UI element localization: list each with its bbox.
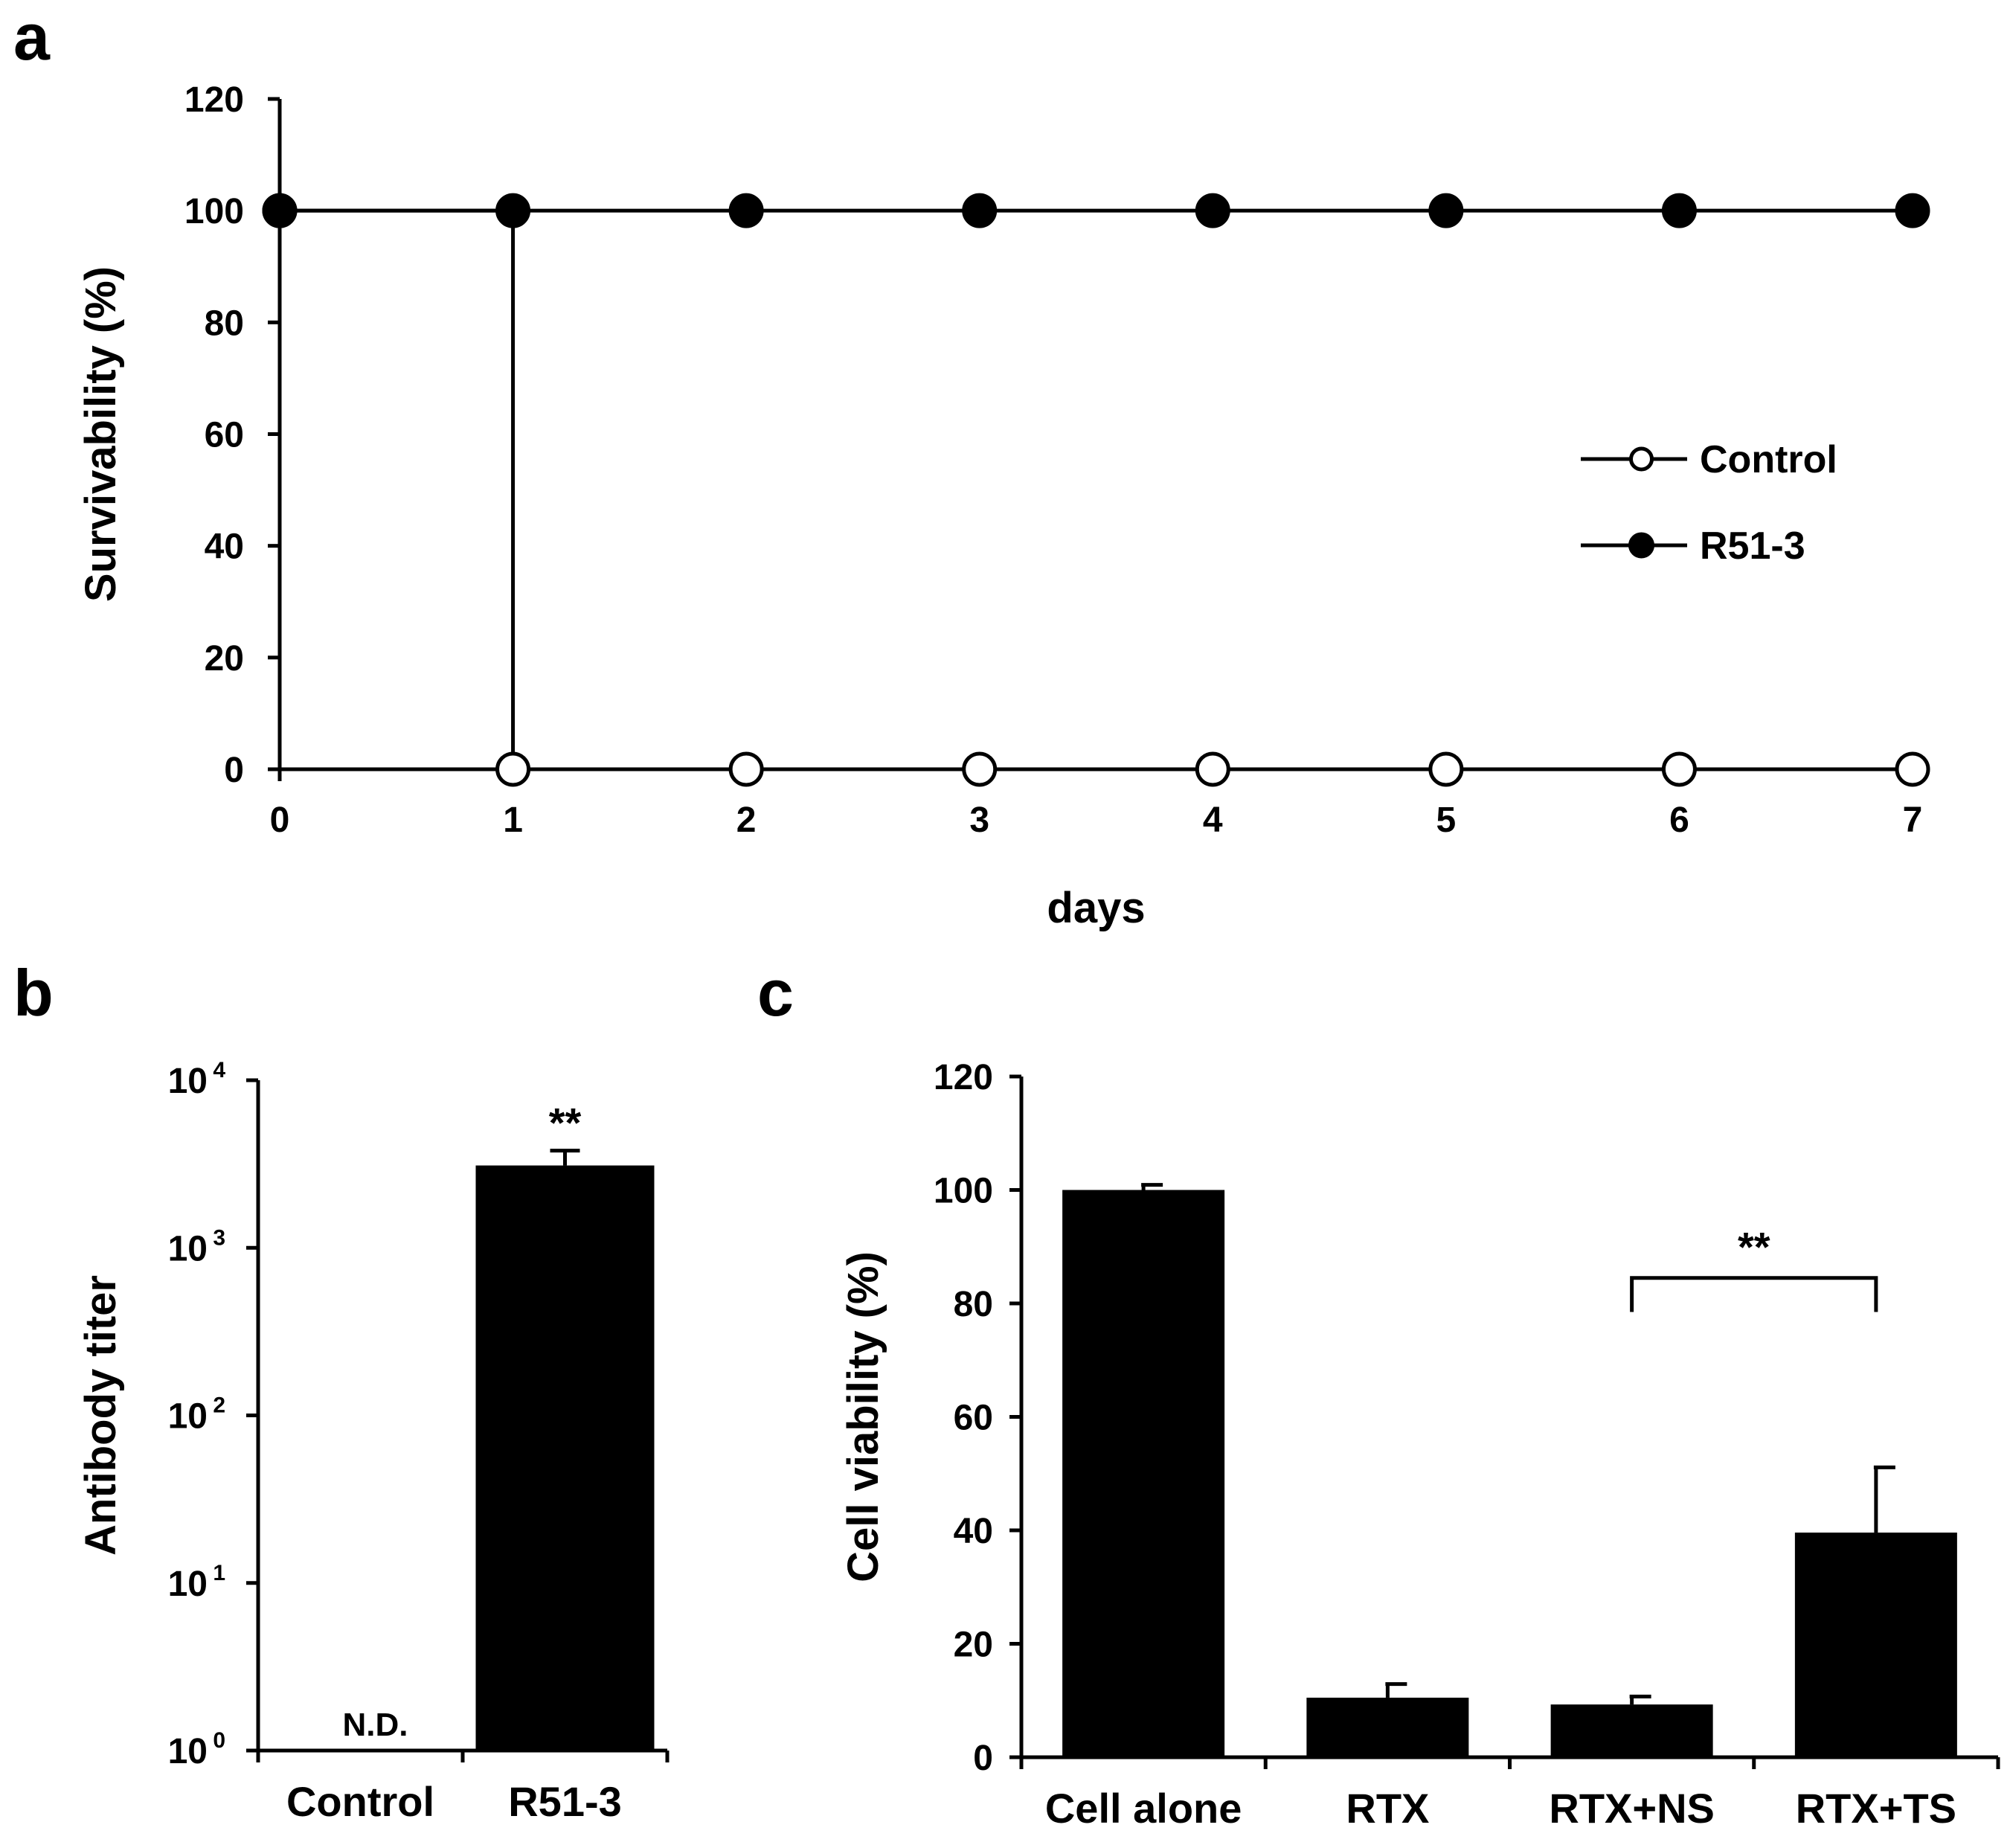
y-tick-exponent: 1	[213, 1561, 225, 1585]
y-tick-label: 120	[184, 80, 244, 120]
y-tick-base: 10	[168, 1565, 208, 1604]
series-line-control	[280, 208, 1913, 771]
y-tick-exponent: 4	[213, 1058, 225, 1082]
x-tick-label: 2	[736, 801, 757, 840]
x-tick-label: 7	[1903, 801, 1923, 840]
y-tick-base: 10	[168, 1397, 208, 1437]
r51-3-point	[1195, 193, 1230, 228]
r51-3-point	[495, 193, 531, 228]
r51-3-point	[728, 193, 764, 228]
significance-label: **	[1738, 1224, 1770, 1271]
y-tick-label: 40	[205, 527, 244, 567]
y-tick-label: 10	[168, 1229, 208, 1268]
y-tick-base: 10	[168, 1229, 208, 1268]
y-tick-label: 10	[168, 1397, 208, 1437]
panel-c-label: c	[757, 956, 794, 1030]
bar-cell-alone	[1062, 1190, 1225, 1757]
y-tick-label: 100	[184, 192, 244, 231]
y-tick-label: 120	[934, 1058, 993, 1097]
r51-3-point	[1428, 193, 1464, 228]
r51-3-point	[962, 193, 998, 228]
bar-r51-3	[475, 1165, 655, 1751]
r51-3-point	[1661, 193, 1697, 228]
y-tick-label: 80	[954, 1285, 993, 1324]
control-point	[962, 751, 998, 787]
x-tick-label: 3	[969, 801, 989, 840]
control-point	[1428, 751, 1464, 787]
y-tick-label: 40	[954, 1512, 993, 1551]
category-label: RTX	[1346, 1785, 1429, 1832]
y-tick-label: 10	[168, 1732, 208, 1771]
significance-bracket	[1630, 1276, 1878, 1312]
nd-label: N.D.	[343, 1707, 408, 1743]
y-tick-exponent: 3	[213, 1225, 225, 1250]
y-tick-exponent: 0	[213, 1728, 225, 1753]
x-tick-label: 1	[503, 801, 523, 840]
panel-a-label: a	[13, 0, 51, 74]
y-axis-title: Antibody titer	[77, 1275, 125, 1556]
y-tick-base: 10	[168, 1732, 208, 1771]
y-tick-label: 60	[954, 1399, 993, 1438]
control-point	[1661, 751, 1697, 787]
cell-viability-chart: 0 20 40 60 80 100 120 Cell alone RTX RTX+NS RTX+TS…	[839, 1058, 2000, 1832]
control-point	[1195, 751, 1230, 787]
legend-marker	[1629, 446, 1654, 472]
y-tick-label: 0	[224, 751, 244, 790]
y-tick-exponent: 2	[213, 1393, 225, 1418]
bar-rtx-ns	[1550, 1704, 1713, 1757]
x-tick-label: 5	[1436, 801, 1457, 840]
panel-b-label: b	[13, 956, 54, 1030]
control-point	[1895, 751, 1930, 787]
y-axis-title: Survivability (%)	[77, 266, 125, 602]
category-label: RTX+NS	[1549, 1785, 1715, 1832]
x-tick-label: 0	[270, 801, 290, 840]
significance-label: **	[549, 1100, 582, 1146]
x-tick-label: 6	[1669, 801, 1689, 840]
y-axis-title: Cell viability (%)	[839, 1251, 887, 1582]
y-tick-label: 0	[973, 1739, 993, 1778]
legend-label: Control	[1700, 438, 1837, 481]
control-point	[495, 751, 531, 787]
r51-3-point	[1895, 193, 1930, 228]
bar-rtx-ts	[1794, 1533, 1957, 1757]
category-label: R51-3	[508, 1778, 622, 1825]
y-tick-label: 20	[954, 1626, 993, 1665]
category-label: Control	[286, 1778, 434, 1825]
r51-3-point	[262, 193, 298, 228]
legend-label: R51-3	[1700, 524, 1805, 568]
category-label: Cell alone	[1045, 1785, 1242, 1832]
y-tick-label: 100	[934, 1172, 993, 1211]
bar-rtx	[1306, 1697, 1469, 1757]
x-tick-label: 4	[1203, 801, 1223, 840]
category-label: RTX+TS	[1796, 1785, 1956, 1832]
survival-chart: 0 20 40 60 80 100 120 0 1 2 3 4 5 6 7 days Survivability…	[77, 80, 1930, 932]
y-tick-label: 10	[168, 1565, 208, 1604]
y-tick-base: 10	[168, 1062, 208, 1101]
legend-marker	[1628, 532, 1654, 559]
control-point	[728, 751, 764, 787]
y-tick-label: 10	[168, 1062, 208, 1101]
y-tick-label: 80	[205, 304, 244, 343]
y-tick-label: 60	[205, 416, 244, 455]
y-tick-label: 20	[205, 639, 244, 678]
x-axis-title: days	[1047, 884, 1145, 932]
